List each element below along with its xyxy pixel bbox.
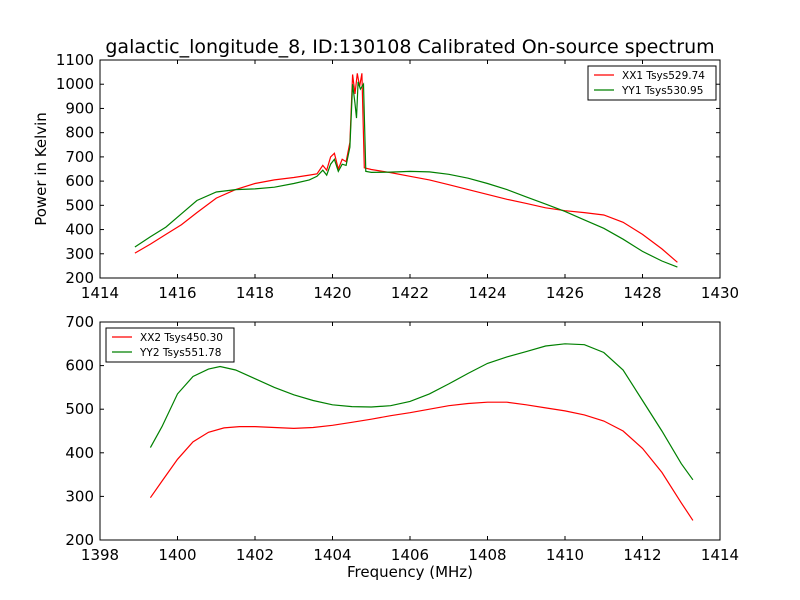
- series-line-yy1: [134, 81, 678, 268]
- y-tick-label: 200: [65, 269, 94, 287]
- y-tick-label: 1100: [56, 51, 94, 69]
- y-tick-label: 1000: [56, 75, 94, 93]
- y-tick-label: 600: [65, 357, 94, 375]
- x-tick-label: 1420: [313, 284, 351, 302]
- x-tick-label: 1406: [391, 546, 429, 564]
- x-tick-label: 1418: [236, 284, 274, 302]
- x-tick-label: 1414: [81, 284, 119, 302]
- y-tick-label: 600: [65, 172, 94, 190]
- y-tick-label: 200: [65, 531, 94, 549]
- bottom-panel-xx2-yy2: 1398 1400 1402 1404 1406 1408 1410 1412 1414 200 3…: [65, 313, 739, 581]
- top-panel-xx1-yy1: 1414 1416 1418 1420 1422 1424 1426 1428 1430 200 3…: [32, 51, 739, 302]
- legend-box: [105, 327, 235, 363]
- x-tick-label: 1398: [81, 546, 119, 564]
- legend-entry: XX1 Tsys529.74: [622, 70, 705, 82]
- x-tick-label: 1404: [313, 546, 351, 564]
- x-tick-label: 1426: [546, 284, 584, 302]
- series-line-xx2: [149, 401, 694, 521]
- y-tick-label: 500: [65, 196, 94, 214]
- x-tick-label: 1430: [701, 284, 739, 302]
- y-tick-label: 700: [65, 313, 94, 331]
- legend-box: [587, 65, 717, 101]
- legend-entry: XX2 Tsys450.30: [140, 332, 223, 344]
- y-tick-label: 400: [65, 221, 94, 239]
- x-axis-label: Frequency (MHz): [347, 563, 473, 581]
- y-tick-label: 500: [65, 400, 94, 418]
- x-tick-label: 1414: [701, 546, 739, 564]
- y-axis-label: Power in Kelvin: [32, 112, 50, 226]
- x-tick-label: 1410: [546, 546, 584, 564]
- x-tick-label: 1428: [623, 284, 661, 302]
- series-line-xx1: [134, 73, 678, 263]
- x-tick-label: 1422: [391, 284, 429, 302]
- y-tick-label: 300: [65, 245, 94, 263]
- y-tick-label: 900: [65, 99, 94, 117]
- x-tick-label: 1402: [236, 546, 274, 564]
- legend-entry: YY2 Tsys551.78: [139, 347, 221, 359]
- y-tick-label: 800: [65, 124, 94, 142]
- y-tick-label: 400: [65, 444, 94, 462]
- legend: XX2 Tsys450.30 YY2 Tsys551.78: [105, 327, 235, 363]
- y-tick-label: 300: [65, 487, 94, 505]
- x-tick-label: 1408: [468, 546, 506, 564]
- x-tick-label: 1400: [158, 546, 196, 564]
- figure-title: galactic_longitude_8, ID:130108 Calibrat…: [105, 36, 714, 58]
- x-tick-label: 1416: [158, 284, 196, 302]
- legend-entry: YY1 Tsys530.95: [621, 85, 703, 97]
- series-line-yy2: [149, 343, 694, 481]
- y-tick-label: 700: [65, 148, 94, 166]
- x-tick-label: 1412: [623, 546, 661, 564]
- x-tick-label: 1424: [468, 284, 506, 302]
- legend: XX1 Tsys529.74 YY1 Tsys530.95: [587, 65, 717, 101]
